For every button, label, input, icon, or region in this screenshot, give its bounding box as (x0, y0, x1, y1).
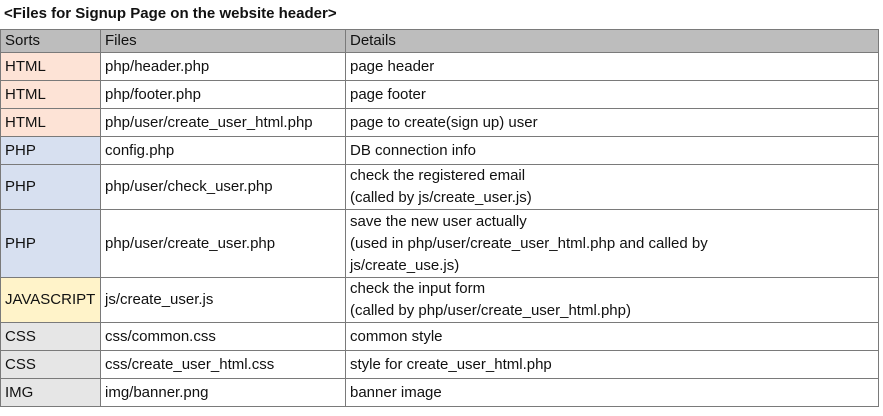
sort-cell: CSS (0, 350, 101, 379)
header-files: Files (100, 29, 346, 53)
details-cell: save the new user actually (used in php/u… (345, 209, 879, 278)
details-line: common style (350, 327, 443, 345)
sort-cell: HTML (0, 52, 101, 81)
file-cell: php/user/create_user.php (100, 209, 346, 278)
sort-cell: IMG (0, 378, 101, 407)
table-row: IMG img/banner.png banner image (0, 378, 879, 407)
sort-cell: HTML (0, 80, 101, 109)
sort-cell: HTML (0, 108, 101, 137)
file-cell: css/create_user_html.css (100, 350, 346, 379)
table-body: HTML php/header.php page header HTML php/foo… (0, 52, 879, 407)
file-cell: php/header.php (100, 52, 346, 81)
details-line: DB connection info (350, 141, 476, 159)
details-line: page footer (350, 85, 426, 103)
sort-cell: PHP (0, 164, 101, 210)
table-row: HTML php/user/create_user_html.php page to… (0, 108, 879, 137)
details-line: style for create_user_html.php (350, 355, 552, 373)
details-line: (called by js/create_user.js) (350, 189, 532, 206)
file-cell: config.php (100, 136, 346, 165)
details-cell: page footer (345, 80, 879, 109)
details-cell: page to create(sign up) user (345, 108, 879, 137)
table-caption: <Files for Signup Page on the website he… (4, 5, 337, 22)
details-cell: page header (345, 52, 879, 81)
sort-cell: PHP (0, 209, 101, 278)
file-cell: php/user/check_user.php (100, 164, 346, 210)
header-row: Sorts Files Details (0, 29, 879, 53)
file-cell: php/footer.php (100, 80, 346, 109)
header-details: Details (345, 29, 879, 53)
table-row: HTML php/footer.php page footer (0, 80, 879, 109)
table-row: CSS css/common.css common style (0, 322, 879, 351)
file-cell: css/common.css (100, 322, 346, 351)
table-row: JAVASCRIPT js/create_user.js check the inp… (0, 277, 879, 323)
details-cell: check the registered email (called by js/… (345, 164, 879, 210)
file-cell: php/user/create_user_html.php (100, 108, 346, 137)
table-row: PHP php/user/create_user.php save the new … (0, 209, 879, 278)
sort-cell: JAVASCRIPT (0, 277, 101, 323)
table-row: PHP php/user/check_user.php check the regi… (0, 164, 879, 210)
details-cell: common style (345, 322, 879, 351)
details-line: page header (350, 57, 435, 75)
details-line: (called by php/user/create_user_html.php… (350, 302, 631, 319)
table-row: PHP config.php DB connection info (0, 136, 879, 165)
file-cell: js/create_user.js (100, 277, 346, 323)
details-line: check the registered email (350, 167, 526, 184)
header-sorts: Sorts (0, 29, 101, 53)
details-cell: style for create_user_html.php (345, 350, 879, 379)
sort-cell: CSS (0, 322, 101, 351)
details-line: check the input form (350, 280, 486, 297)
details-cell: check the input form (called by php/user/… (345, 277, 879, 323)
details-line: banner image (350, 383, 442, 401)
file-cell: img/banner.png (100, 378, 346, 407)
sort-cell: PHP (0, 136, 101, 165)
table-row: HTML php/header.php page header (0, 52, 879, 81)
details-line: save the new user actually (350, 212, 527, 230)
files-table: Sorts Files Details HTML php/header.php pa… (0, 29, 879, 407)
details-cell: DB connection info (345, 136, 879, 165)
details-line: page to create(sign up) user (350, 113, 538, 131)
table-row: CSS css/create_user_html.css style for cre… (0, 350, 879, 379)
details-line: (used in php/user/create_user_html.php a… (350, 234, 708, 252)
details-line: js/create_use.js) (350, 256, 460, 274)
details-cell: banner image (345, 378, 879, 407)
